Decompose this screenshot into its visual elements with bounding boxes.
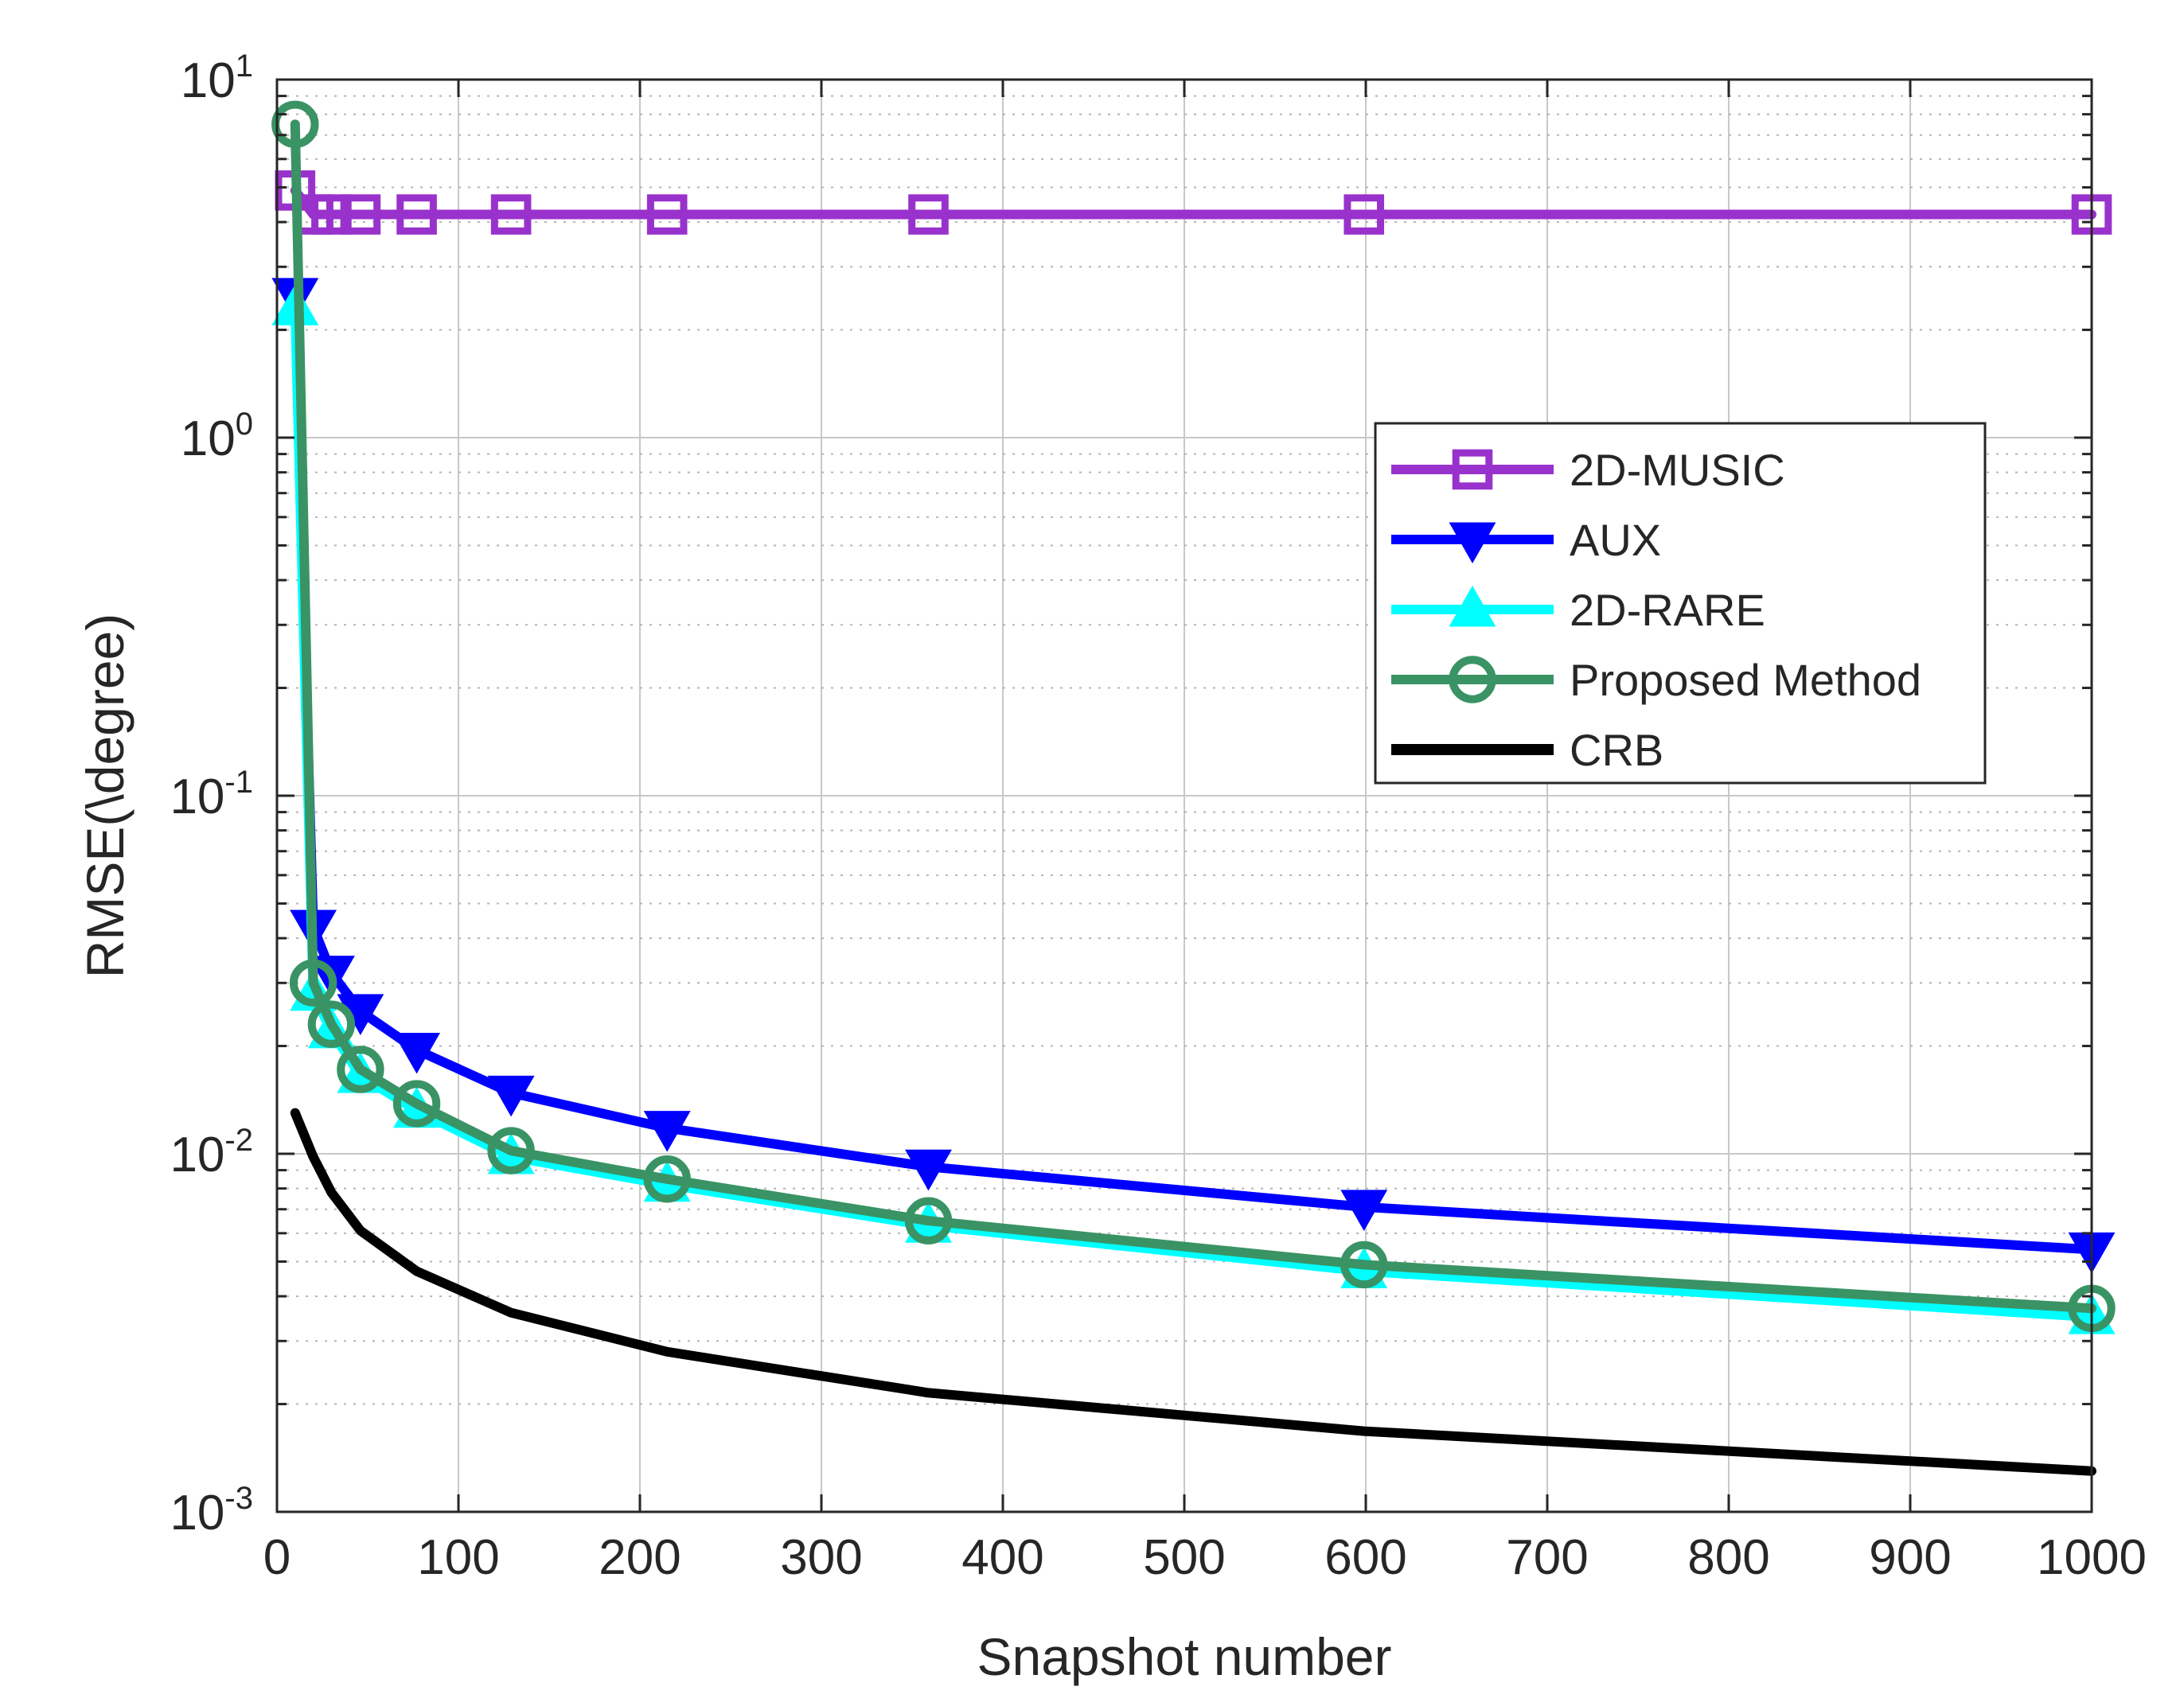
triangle-down-marker: [393, 1032, 441, 1074]
y-tick-labels: 10-3 10-2 10-1 100 101: [170, 49, 253, 1540]
circle-marker: [643, 1155, 691, 1203]
legend-label: 2D-RARE: [1570, 585, 1765, 635]
legend: 2D-MUSIC AUX 2D-RARE Proposed Method CRB: [1374, 422, 1987, 785]
square-marker: [340, 194, 381, 235]
x-tick-label: 100: [417, 1530, 499, 1585]
series-lines: [271, 100, 2116, 1476]
x-tick-label: 0: [263, 1530, 291, 1585]
triangle-down-marker: [905, 1149, 952, 1191]
triangle-down-marker: [1340, 1190, 1388, 1231]
y-tick-label: 10-2: [170, 1123, 253, 1182]
x-tick-label: 400: [961, 1530, 1043, 1585]
square-marker: [311, 194, 352, 235]
y-tick-label: 10-1: [170, 765, 253, 824]
legend-item: AUX: [1391, 515, 1661, 565]
legend-item: CRB: [1391, 725, 1663, 775]
triangle-down-marker: [1449, 522, 1496, 564]
x-tick-labels: 0 100 200 300 400 500 600 700 800 900 1000: [263, 1530, 2147, 1585]
circle-marker: [904, 1197, 953, 1244]
legend-item: 2D-MUSIC: [1391, 445, 1785, 495]
y-axis-label: RMSE(\degree): [76, 613, 135, 979]
square-marker: [646, 194, 688, 235]
circle-marker: [289, 959, 337, 1007]
triangle-up-marker: [1449, 585, 1496, 627]
series-line: [290, 1108, 2096, 1476]
legend-label: 2D-MUSIC: [1570, 445, 1785, 495]
x-tick-label: 300: [780, 1530, 862, 1585]
square-marker: [490, 194, 532, 235]
circle-marker: [271, 100, 319, 148]
x-tick-label: 900: [1869, 1530, 1951, 1585]
legend-label: CRB: [1570, 725, 1663, 775]
series-line: [290, 290, 2096, 1255]
x-tick-label: 1000: [2037, 1530, 2147, 1585]
circle-marker: [487, 1127, 535, 1174]
square-marker: [396, 194, 437, 235]
x-axis-label: Snapshot number: [977, 1627, 1391, 1686]
square-marker: [1452, 449, 1493, 490]
series-crb: [290, 1108, 2096, 1476]
series-line: [290, 185, 2096, 220]
square-marker: [908, 194, 949, 235]
circle-marker: [1340, 1241, 1388, 1289]
circle-marker: [307, 1000, 356, 1048]
series-proposed-method: [271, 100, 2116, 1333]
legend-label: AUX: [1570, 515, 1661, 565]
axis-ticks: [275, 78, 2093, 1513]
legend-label: Proposed Method: [1570, 655, 1921, 705]
x-tick-label: 200: [599, 1530, 681, 1585]
x-tick-label: 700: [1506, 1530, 1588, 1585]
x-tick-label: 600: [1324, 1530, 1406, 1585]
circle-marker: [392, 1080, 441, 1128]
triangle-down-marker: [643, 1111, 691, 1152]
circle-marker: [337, 1046, 384, 1093]
legend-item: Proposed Method: [1391, 655, 1921, 705]
circle-marker: [1449, 656, 1496, 703]
x-tick-label: 800: [1687, 1530, 1769, 1585]
triangle-down-marker: [487, 1075, 535, 1117]
y-tick-label: 10-3: [170, 1481, 253, 1540]
legend-item: 2D-RARE: [1391, 585, 1765, 635]
square-marker: [1344, 194, 1385, 235]
y-tick-label: 101: [181, 49, 253, 108]
x-tick-label: 500: [1143, 1530, 1225, 1585]
y-tick-label: 100: [181, 407, 253, 466]
